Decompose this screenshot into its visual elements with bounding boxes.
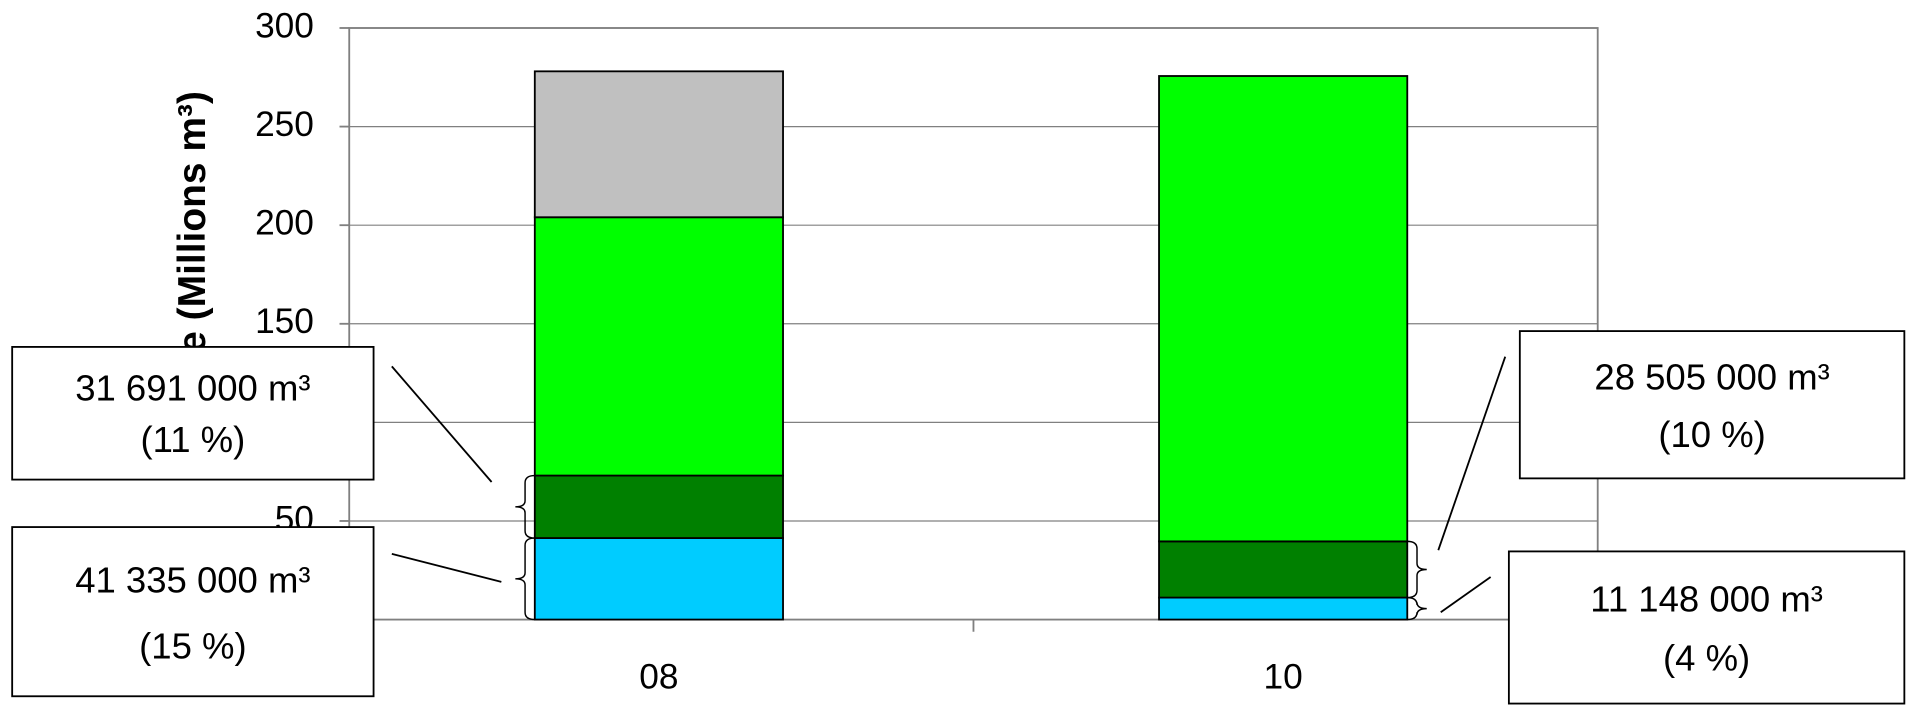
bar-segment — [1158, 596, 1409, 621]
y-tick-label: 250 — [255, 105, 314, 144]
bar-segment — [1158, 75, 1409, 543]
annotation-box — [1518, 330, 1906, 480]
annotation-value: 11 148 000 m³ — [1590, 578, 1823, 619]
brace — [1407, 540, 1427, 599]
annotations: 41 335 000 m³ (15 %) 11 148 000 m³ (4 %) 31 … — [11, 330, 1906, 705]
brace — [1407, 596, 1427, 621]
annotation-box — [11, 526, 375, 698]
brace — [515, 474, 535, 539]
annotation-value: 28 505 000 m³ — [1594, 356, 1829, 397]
annotation-box — [1507, 550, 1906, 705]
brace — [515, 537, 535, 621]
bar-segment — [533, 216, 784, 477]
annotation-value: 41 335 000 m³ — [75, 560, 310, 601]
bar-segment — [533, 70, 784, 219]
annotation-percent: (15 %) — [139, 626, 246, 667]
leader-line — [391, 552, 502, 583]
leader-line — [391, 365, 493, 483]
annotation-box — [11, 346, 375, 481]
annotation-percent: (10 %) — [1658, 414, 1765, 455]
y-tick-label: 300 — [255, 6, 314, 45]
x-tick-label: 08 — [639, 658, 678, 697]
bars — [533, 70, 1409, 621]
bar-segment — [533, 474, 784, 539]
x-tick-label: 10 — [1264, 658, 1303, 697]
y-tick-label: 200 — [255, 204, 314, 243]
bar-segment — [1158, 540, 1409, 599]
y-tick-label: 150 — [255, 302, 314, 341]
leader-line — [1440, 576, 1492, 614]
bar-segment — [533, 537, 784, 621]
leader-line — [1437, 356, 1507, 551]
annotation-percent: (11 %) — [140, 419, 245, 460]
annotation-percent: (4 %) — [1663, 638, 1750, 679]
annotation-value: 31 691 000 m³ — [75, 367, 310, 408]
